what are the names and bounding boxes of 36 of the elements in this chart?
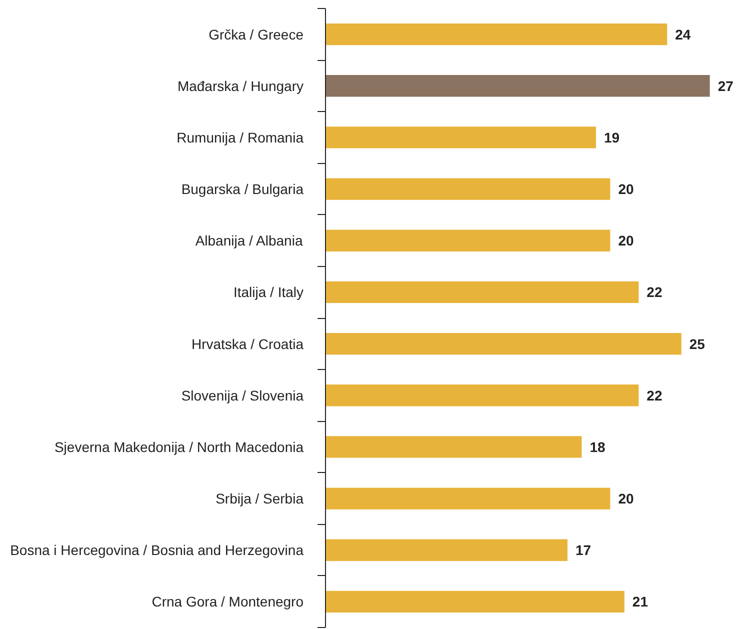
- bar: [326, 126, 596, 148]
- bar: [326, 590, 624, 613]
- y-tick-label: Mađarska / Hungary: [177, 78, 304, 94]
- data-label: 22: [646, 387, 662, 404]
- data-label: 21: [632, 594, 648, 610]
- y-tick-label: Rumunija / Romania: [176, 129, 304, 146]
- y-tick-label: Hrvatska / Croatia: [191, 336, 304, 352]
- y-tick-label: Crna Gora / Montenegro: [152, 594, 304, 610]
- data-label: 27: [718, 78, 734, 94]
- data-label: 20: [618, 181, 634, 198]
- y-tick-label: Srbija / Serbia: [216, 490, 304, 507]
- y-tick-label: Albanija / Albania: [195, 232, 303, 249]
- y-tick-label: Italija / Italy: [233, 284, 304, 300]
- bar: [326, 23, 668, 46]
- data-label: 18: [590, 438, 606, 455]
- bar: [326, 281, 639, 304]
- y-tick-label: Bosna i Hercegovina / Bosnia and Herzegovina: [10, 542, 304, 558]
- data-label: 20: [618, 490, 634, 507]
- data-label: 20: [618, 232, 634, 249]
- bar: [326, 488, 610, 510]
- data-label: 22: [646, 284, 662, 300]
- y-tick-label: Sjeverna Makedonija / North Macedonia: [54, 438, 304, 455]
- data-label: 17: [575, 542, 592, 558]
- bar: [326, 332, 682, 355]
- bar: [326, 230, 610, 252]
- bar: [326, 436, 582, 458]
- y-tick-label: Slovenija / Slovenia: [181, 387, 304, 404]
- y-tick-label: Bugarska / Bulgaria: [181, 181, 304, 198]
- bar: [326, 178, 610, 200]
- bar: [326, 75, 710, 97]
- y-tick-label: Grčka / Greece: [208, 26, 304, 42]
- data-label: 19: [604, 129, 620, 146]
- bar: [326, 384, 639, 406]
- data-label: 24: [675, 26, 691, 42]
- data-label: 25: [689, 336, 706, 352]
- bar: [326, 539, 568, 561]
